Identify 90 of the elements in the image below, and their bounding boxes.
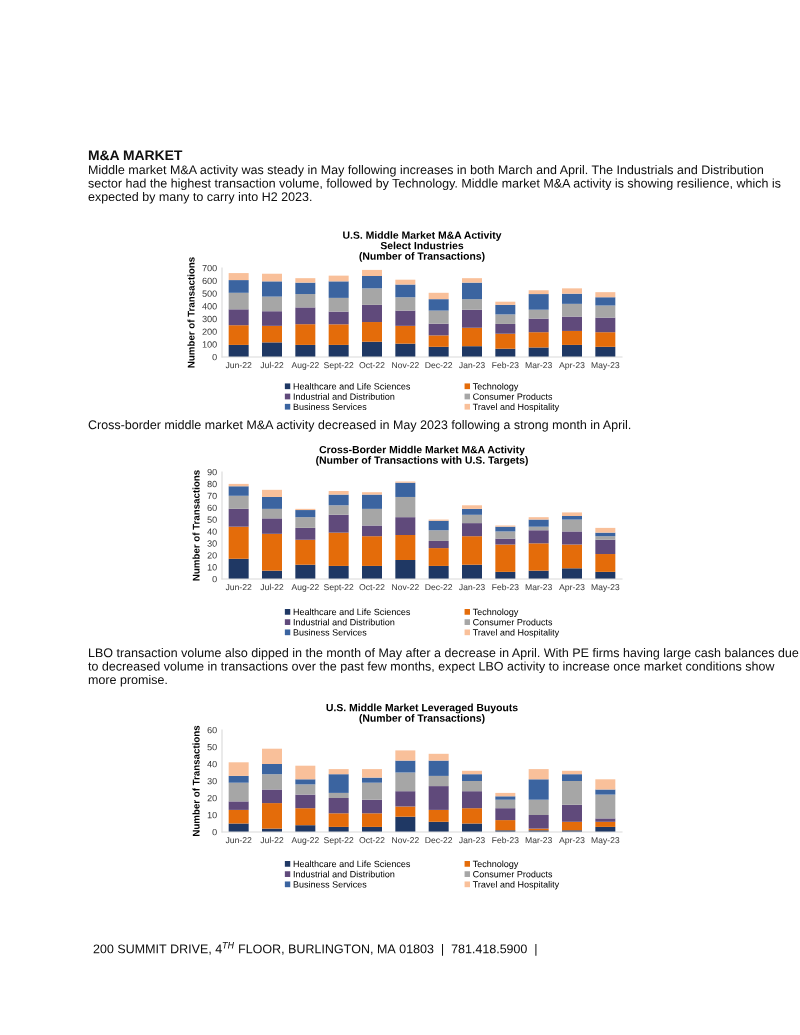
- y-axis-title: Number of Transactions: [187, 257, 195, 368]
- x-tick-label: Jul-22: [260, 583, 284, 591]
- y-tick-label: 700: [202, 264, 217, 272]
- y-tick-label: 50: [207, 516, 217, 523]
- y-tick-label: 40: [207, 528, 217, 535]
- y-tick-label: 30: [207, 777, 217, 785]
- legend-label: Technology: [472, 608, 519, 617]
- x-tick-label: Dec-22: [425, 584, 453, 591]
- y-tick-label: 600: [202, 277, 217, 285]
- x-tick-label: Aug-22: [291, 362, 319, 370]
- y-tick-label: 40: [207, 760, 217, 768]
- legend-label: Technology: [472, 382, 519, 392]
- y-tick-label: 70: [207, 492, 217, 500]
- x-tick-label: Mar-23: [525, 837, 552, 844]
- legend-label: Healthcare and Life Sciences: [293, 608, 411, 616]
- y-tick-label: 300: [202, 315, 217, 323]
- x-tick-label: May-23: [591, 837, 620, 845]
- x-tick-label: Mar-23: [525, 584, 552, 591]
- legend-label: Industrial and Distribution: [293, 870, 395, 878]
- text: M&A MARKET: [88, 150, 183, 161]
- y-tick-label: 500: [202, 290, 217, 297]
- text: Middle market M&A activity was steady in May following increases in both March and April. The Industrials and Distribution sector had the highest transaction volume, followed by Technology. Middle market M&A activity is showing resilience, which is expected by many to carry into H2 2023.: [88, 165, 781, 204]
- x-tick-label: Oct-22: [359, 837, 385, 844]
- legend-label: Technology: [472, 860, 519, 869]
- x-tick-label: Apr-23: [559, 362, 585, 370]
- x-tick-label: Jan-23: [458, 584, 485, 591]
- y-tick-label: 200: [202, 328, 217, 335]
- text: LBO transaction volume also dipped in the month of May after a decrease in April. With PE firms having large cash balances due to decreased volume in transactions over the past few months, expect LBO activity to increase once market conditions show more promise.: [88, 648, 799, 687]
- y-tick-label: 60: [207, 504, 217, 512]
- y-tick-label: 0: [212, 828, 217, 836]
- legend-label: Travel and Hospitality: [472, 628, 560, 638]
- chart-title: U.S. Middle Market M&A Activity Select Industries (Number of Transactions): [343, 231, 502, 262]
- y-axis-title: Number of Transactions: [192, 470, 200, 581]
- x-tick-label: Sept-22: [323, 837, 354, 845]
- legend-label: Consumer Products: [473, 393, 553, 400]
- chart-title: U.S. Middle Market Leveraged Buyouts (Number of Transactions): [326, 703, 518, 724]
- y-tick-label: 90: [207, 468, 217, 476]
- x-tick-label: Mar-23: [525, 362, 552, 369]
- y-tick-label: 50: [207, 743, 217, 751]
- legend-label: Travel and Hospitality: [472, 880, 560, 890]
- x-tick-label: Apr-23: [559, 584, 585, 592]
- x-tick-label: Jun-22: [225, 837, 252, 844]
- text: 200 SUMMIT DRIVE, 4$^{TH}$ FLOOR, BURLINGTON, MA 01803 | 781.418.5900 |: [93, 942, 537, 956]
- x-tick-label: May-23: [591, 584, 620, 592]
- x-tick-label: Sept-22: [323, 584, 354, 592]
- legend-label: Business Services: [293, 880, 367, 888]
- x-tick-label: Nov-22: [392, 362, 419, 369]
- y-tick-label: 0: [212, 353, 217, 361]
- y-tick-label: 20: [207, 552, 217, 559]
- y-tick-label: 80: [207, 480, 217, 488]
- x-tick-label: Nov-22: [392, 837, 419, 844]
- x-tick-label: Aug-22: [291, 584, 319, 592]
- x-tick-label: Apr-23: [559, 837, 585, 845]
- y-tick-label: 10: [207, 564, 217, 571]
- x-tick-label: Oct-22: [359, 584, 385, 591]
- x-tick-label: Jan-23: [458, 837, 485, 844]
- y-tick-label: 10: [207, 811, 217, 819]
- x-tick-label: Feb-23: [492, 836, 519, 844]
- legend-label: Industrial and Distribution: [293, 393, 395, 400]
- chart-title: Cross-Border Middle Market M&A Activity (Number of Transactions with U.S. Targets): [316, 445, 528, 466]
- x-tick-label: Dec-22: [425, 837, 453, 844]
- x-tick-label: May-23: [591, 362, 620, 370]
- legend-label: Consumer Products: [473, 870, 553, 878]
- legend-label: Healthcare and Life Sciences: [293, 860, 411, 868]
- x-tick-label: Oct-22: [359, 362, 385, 369]
- x-tick-label: Jun-22: [225, 584, 252, 591]
- x-tick-label: Jul-22: [260, 836, 284, 844]
- x-tick-label: Nov-22: [392, 584, 419, 591]
- y-tick-label: 30: [207, 540, 217, 547]
- x-tick-label: Feb-23: [492, 583, 519, 591]
- legend-label: Travel and Hospitality: [472, 403, 560, 412]
- y-tick-label: 0: [212, 575, 217, 583]
- y-tick-label: 20: [207, 794, 217, 802]
- y-tick-label: 100: [202, 341, 217, 348]
- x-tick-label: Aug-22: [291, 837, 319, 845]
- legend-label: Industrial and Distribution: [293, 618, 395, 626]
- x-tick-label: Jul-22: [260, 361, 284, 369]
- legend-label: Healthcare and Life Sciences: [293, 382, 411, 390]
- legend-label: Business Services: [293, 628, 367, 636]
- x-tick-label: Sept-22: [323, 362, 354, 370]
- x-tick-label: Jan-23: [458, 362, 485, 369]
- legend-label: Business Services: [293, 403, 367, 410]
- legend-label: Consumer Products: [473, 618, 553, 626]
- y-tick-label: 60: [207, 726, 217, 734]
- x-tick-label: Feb-23: [492, 361, 519, 369]
- x-tick-label: Jun-22: [225, 362, 252, 369]
- text: Cross-border middle market M&A activity decreased in May 2023 following a strong month in April.: [88, 420, 631, 432]
- y-tick-label: 400: [202, 303, 217, 310]
- x-tick-label: Dec-22: [425, 362, 453, 369]
- y-axis-title: Number of Transactions: [192, 725, 200, 836]
